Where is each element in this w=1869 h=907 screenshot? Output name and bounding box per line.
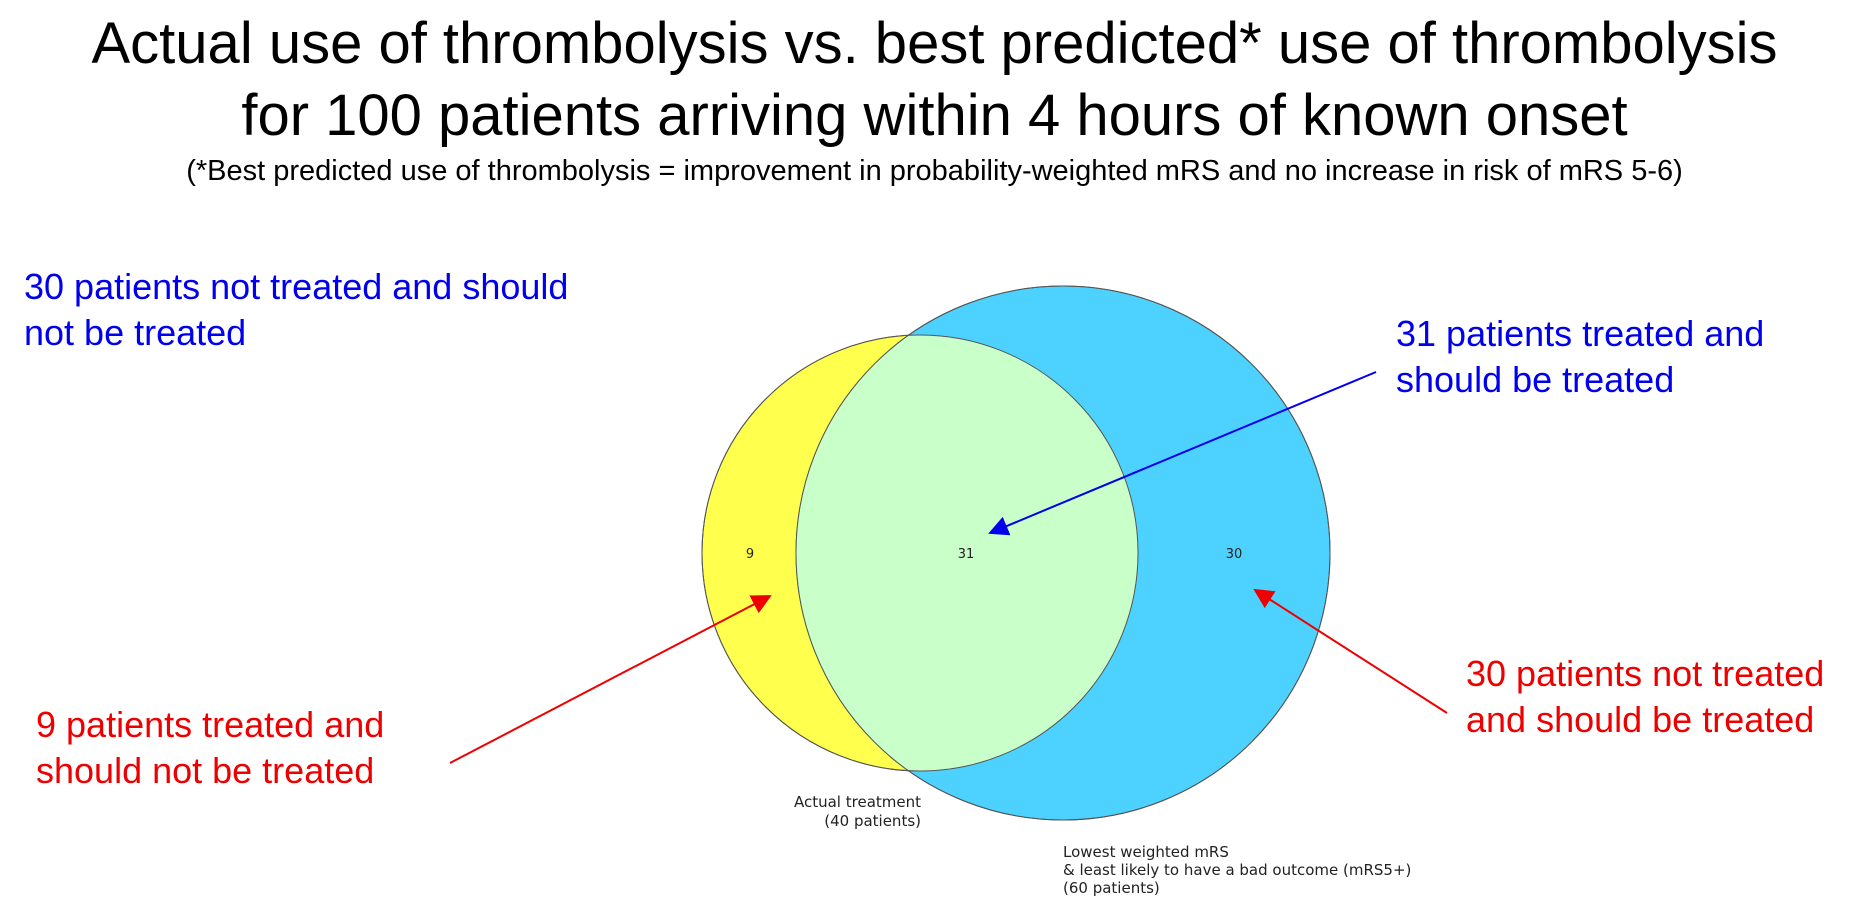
set-label-mrs-line-2: & least likely to have a bad outcome (mR…: [1063, 861, 1411, 879]
venn-outline-left: [701, 334, 1139, 772]
annotation-bottom-right-line-1: 30 patients not treated: [1466, 653, 1825, 694]
subtitle: (*Best predicted use of thrombolysis = i…: [186, 155, 1683, 187]
set-label-actual-line-1: Actual treatment: [794, 793, 921, 811]
venn-overlap: [796, 335, 1138, 771]
set-label-mrs-line-3: (60 patients): [1063, 879, 1160, 897]
arrow-top-right: [988, 371, 1377, 536]
annotation-bottom-right: 30 patients not treated and should be tr…: [1466, 651, 1824, 743]
arrow-bottom-left: [449, 595, 772, 764]
annotation-top-left-line-1: 30 patients not treated and should: [24, 266, 569, 307]
set-label-actual-line-2: (40 patients): [824, 812, 921, 830]
annotation-top-right-line-2: should be treated: [1396, 359, 1675, 400]
arrow-bottom-right: [1253, 588, 1448, 714]
venn-intersection-count: 31: [958, 547, 975, 562]
venn-right-only-count: 30: [1226, 547, 1243, 562]
annotation-bottom-left-line-2: should not be treated: [36, 750, 375, 791]
annotation-top-left-line-2: not be treated: [24, 312, 247, 353]
title-line-1: Actual use of thrombolysis vs. best pred…: [91, 11, 1778, 76]
set-label-mrs-line-1: Lowest weighted mRS: [1063, 843, 1229, 861]
annotation-top-right-line-1: 31 patients treated and: [1396, 313, 1765, 354]
annotation-bottom-left-line-1: 9 patients treated and: [36, 704, 385, 745]
title-line-2: for 100 patients arriving within 4 hours…: [241, 83, 1628, 148]
annotation-top-left: 30 patients not treated and should not b…: [24, 264, 568, 356]
annotation-bottom-right-line-2: and should be treated: [1466, 699, 1815, 740]
annotation-top-right: 31 patients treated and should be treate…: [1396, 311, 1764, 403]
venn-left-only-count: 9: [746, 547, 754, 562]
annotation-bottom-left: 9 patients treated and should not be tre…: [36, 702, 384, 794]
venn-outline-right: [795, 285, 1331, 821]
